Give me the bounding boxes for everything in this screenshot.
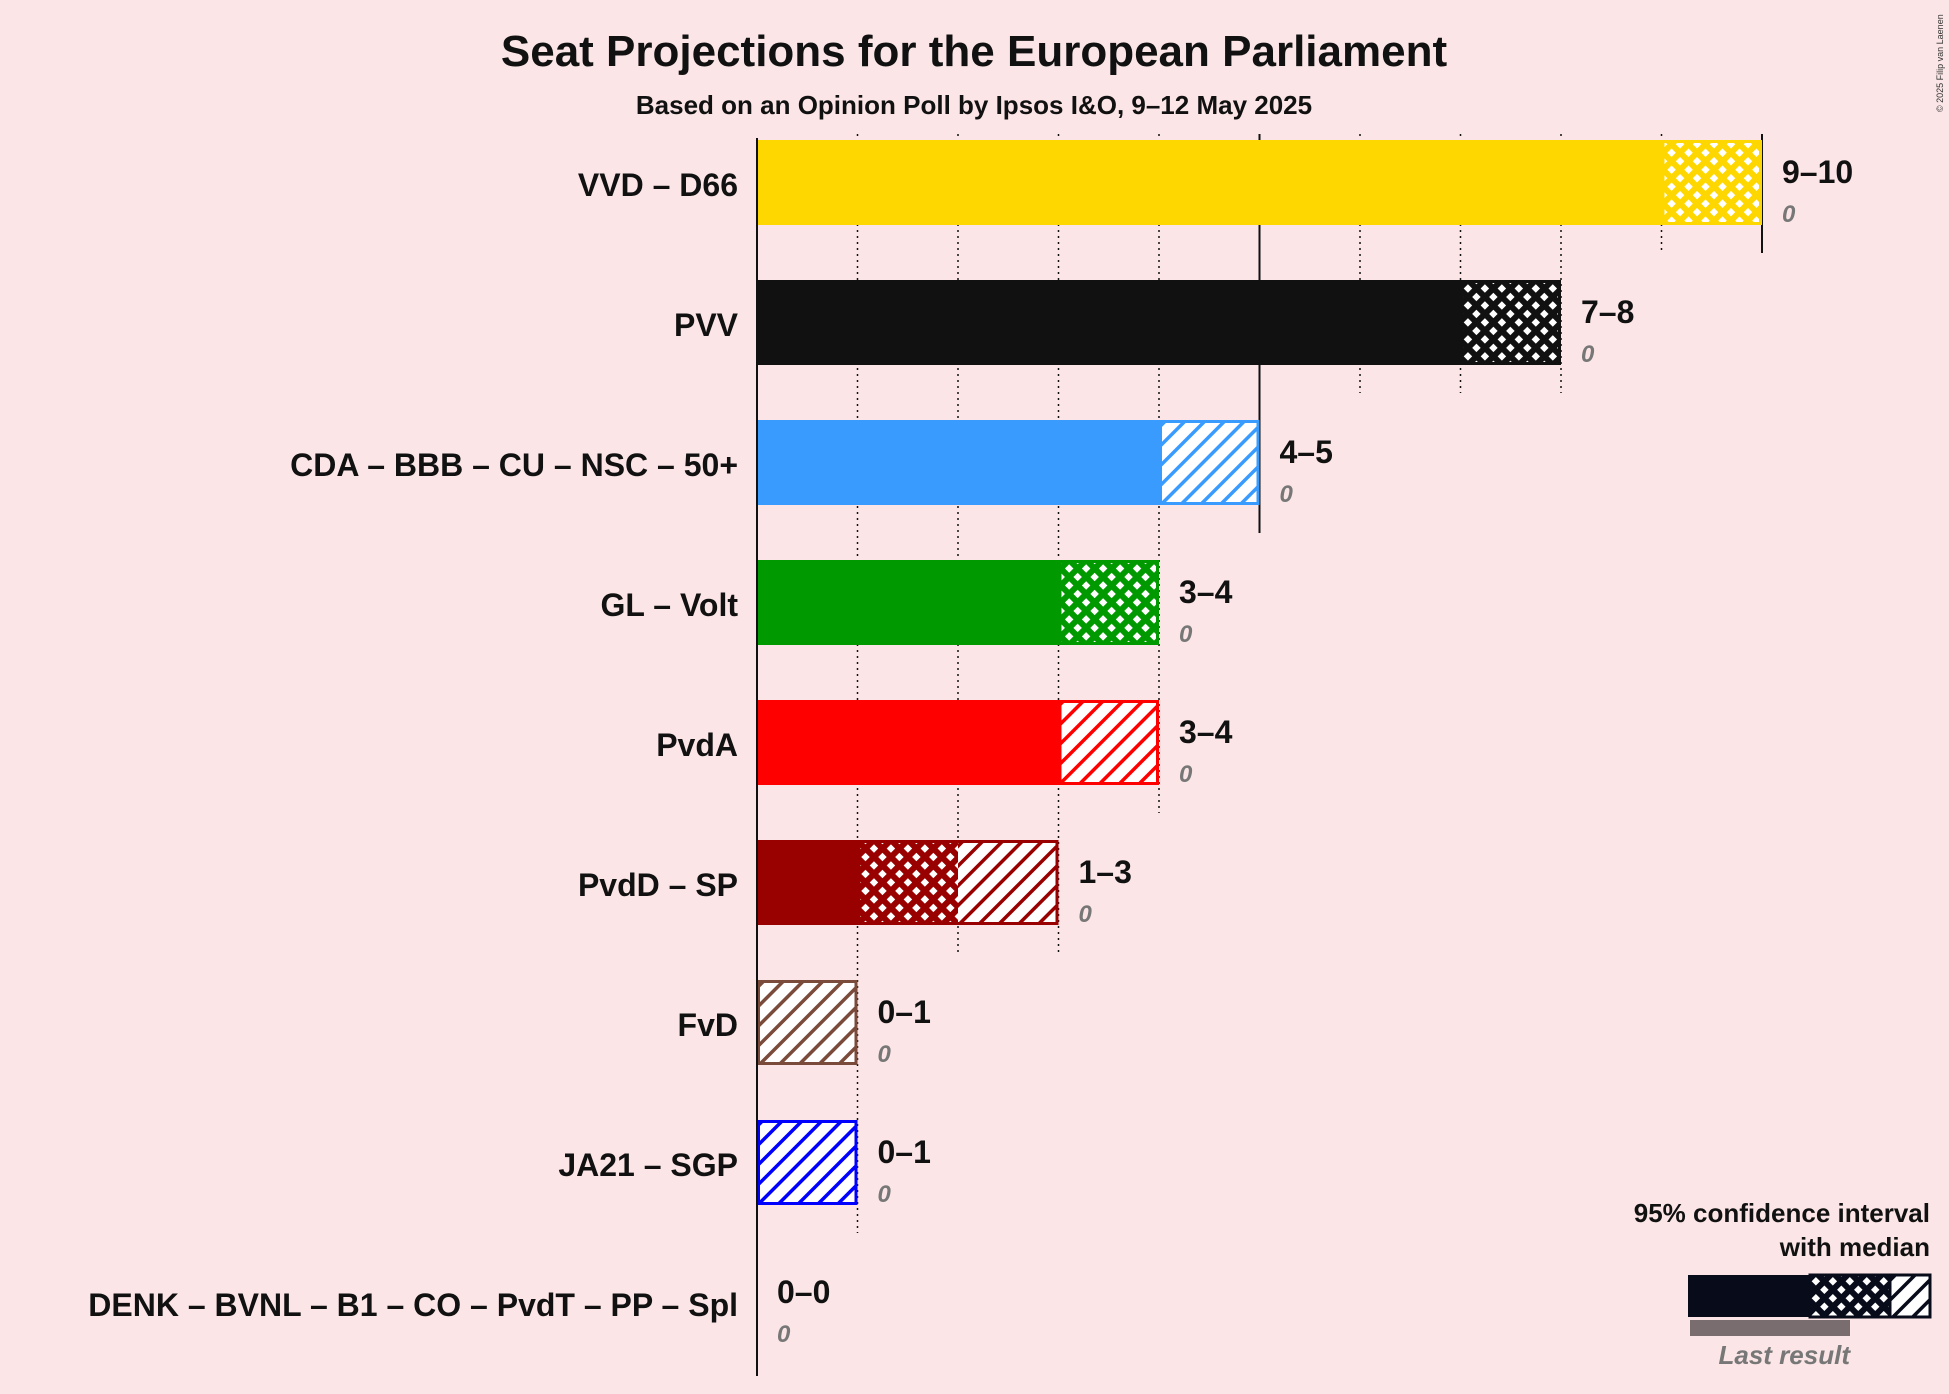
row-denk-bvnl-b1-co-pvdt-pp-spl: DENK – BVNL – B1 – CO – PvdT – PP – Spl 0… — [88, 1274, 830, 1348]
legend-line-2: with median — [1779, 1232, 1930, 1262]
legend-last-result-swatch — [1690, 1320, 1850, 1336]
last-result-label: 0 — [1179, 761, 1193, 788]
category-label: PvdD – SP — [578, 867, 738, 903]
row-pvdd-sp: PvdD – SP 1–3 0 — [578, 840, 1132, 928]
range-label: 3–4 — [1179, 574, 1233, 610]
bar-interval-outline-gl-volt — [1058, 560, 1159, 645]
row-vvd-d66: VVD – D66 9–10 0 — [578, 140, 1853, 228]
chart-title: Seat Projections for the European Parlia… — [501, 27, 1448, 76]
range-label: 3–4 — [1179, 714, 1233, 750]
category-label: FvD — [678, 1007, 738, 1043]
category-label: CDA – BBB – CU – NSC – 50+ — [290, 447, 738, 483]
bar-upper-interval-fvd — [757, 980, 858, 1065]
bar-interval-outline-fvd — [757, 980, 858, 1065]
bar-interval-outline-ja21-sgp — [757, 1120, 858, 1205]
last-result-label: 0 — [878, 1181, 892, 1208]
row-gl-volt: GL – Volt 3–4 0 — [601, 560, 1233, 648]
category-label: JA21 – SGP — [558, 1147, 738, 1183]
range-label: 1–3 — [1079, 854, 1132, 890]
category-label: VVD – D66 — [578, 167, 738, 203]
bar-lower-interval-gl-volt — [1058, 560, 1159, 645]
bar-upper-interval-cda-bbb-cu-nsc-50 — [1159, 420, 1260, 505]
last-result-label: 0 — [878, 1041, 892, 1068]
legend-median-swatch — [1808, 1273, 1892, 1319]
last-result-label: 0 — [1179, 621, 1193, 648]
row-pvda: PvdA 3–4 0 — [656, 700, 1233, 788]
bar-interval-outline-pvv — [1460, 280, 1561, 365]
bar-solid-cda-bbb-cu-nsc-50 — [757, 420, 1159, 505]
range-label: 9–10 — [1782, 154, 1853, 190]
category-label: PvdA — [656, 727, 738, 763]
bar-upper-interval-pvda — [1058, 700, 1159, 785]
bar-interval-outline-pvdd-sp — [857, 840, 1059, 925]
bar-solid-pvda — [757, 700, 1059, 785]
bar-interval-outline-cda-bbb-cu-nsc-50 — [1159, 420, 1260, 505]
range-label: 7–8 — [1581, 294, 1634, 330]
last-result-label: 0 — [1581, 341, 1595, 368]
bar-upper-interval-ja21-sgp — [757, 1120, 858, 1205]
row-pvv: PVV 7–8 0 — [674, 280, 1634, 368]
category-label: GL – Volt — [601, 587, 739, 623]
bar-lower-interval-pvv — [1460, 280, 1561, 365]
row-cda-bbb-cu-nsc-50: CDA – BBB – CU – NSC – 50+ 4–5 0 — [290, 420, 1333, 508]
row-fvd: FvD 0–1 0 — [678, 980, 931, 1068]
category-label: DENK – BVNL – B1 – CO – PvdT – PP – Spl — [88, 1287, 738, 1323]
bar-interval-outline-pvda — [1058, 700, 1159, 785]
bar-solid-pvdd-sp — [757, 840, 858, 925]
bar-interval-outline-vvd-d66 — [1661, 140, 1762, 225]
last-result-label: 0 — [777, 1321, 791, 1348]
range-label: 0–1 — [878, 1134, 931, 1170]
last-result-label: 0 — [1079, 901, 1093, 928]
bar-solid-pvv — [757, 280, 1461, 365]
range-label: 0–0 — [777, 1274, 830, 1310]
legend-solid-swatch — [1688, 1275, 1810, 1317]
copyright-text: © 2025 Filip van Laenen — [1935, 14, 1945, 112]
bar-lower-interval-pvdd-sp — [857, 840, 958, 925]
chart-subtitle: Based on an Opinion Poll by Ipsos I&O, 9… — [636, 90, 1312, 120]
bar-lower-interval-vvd-d66 — [1661, 140, 1762, 225]
last-result-label: 0 — [1782, 201, 1796, 228]
row-ja21-sgp: JA21 – SGP 0–1 0 — [558, 1120, 931, 1208]
legend: 95% confidence interval with median Last… — [1634, 1198, 1932, 1370]
bar-solid-vvd-d66 — [757, 140, 1662, 225]
bar-solid-gl-volt — [757, 560, 1059, 645]
bar-upper-interval-pvdd-sp — [958, 840, 1059, 925]
last-result-label: 0 — [1280, 481, 1294, 508]
range-label: 4–5 — [1280, 434, 1333, 470]
legend-last-result-label: Last result — [1719, 1340, 1852, 1370]
legend-line-1: 95% confidence interval — [1634, 1198, 1930, 1228]
legend-upper-swatch — [1888, 1273, 1932, 1319]
category-label: PVV — [674, 307, 739, 343]
range-label: 0–1 — [878, 994, 931, 1030]
